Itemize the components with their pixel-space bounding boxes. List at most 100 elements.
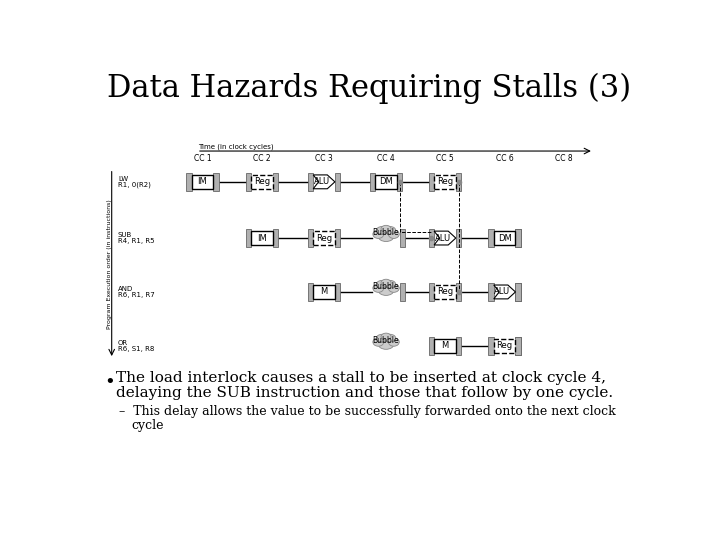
Bar <box>456 283 462 301</box>
Bar <box>273 173 279 191</box>
Text: Time (in clock cycles): Time (in clock cycles) <box>199 143 274 150</box>
Ellipse shape <box>378 339 394 349</box>
Ellipse shape <box>378 286 394 295</box>
Ellipse shape <box>388 284 399 292</box>
Bar <box>186 173 192 191</box>
Text: OR: OR <box>118 340 128 346</box>
Text: •: • <box>104 373 114 391</box>
Bar <box>488 283 494 301</box>
Bar <box>307 283 313 301</box>
Text: CC 5: CC 5 <box>436 154 454 163</box>
Bar <box>456 229 462 247</box>
Bar <box>428 229 434 247</box>
Bar <box>246 229 251 247</box>
Ellipse shape <box>377 280 388 288</box>
Bar <box>370 173 375 191</box>
Text: R4, R1, R5: R4, R1, R5 <box>118 238 154 244</box>
Text: IM: IM <box>257 233 267 242</box>
Text: CC 2: CC 2 <box>253 154 271 163</box>
Text: ALU: ALU <box>435 233 451 242</box>
Bar <box>456 173 462 191</box>
Ellipse shape <box>381 279 391 286</box>
Text: LW: LW <box>118 176 128 182</box>
Bar <box>251 175 273 189</box>
Ellipse shape <box>381 225 391 232</box>
Bar <box>434 175 456 189</box>
Text: CC 1: CC 1 <box>194 154 211 163</box>
Text: Bubble: Bubble <box>373 336 400 345</box>
Bar <box>335 283 341 301</box>
Bar <box>313 285 335 299</box>
Text: Data Hazards Requiring Stalls (3): Data Hazards Requiring Stalls (3) <box>107 72 631 104</box>
Bar <box>488 336 494 355</box>
Bar <box>313 231 335 245</box>
Text: Reg: Reg <box>497 341 513 350</box>
Text: M: M <box>320 287 328 296</box>
Bar <box>428 173 434 191</box>
Polygon shape <box>313 175 335 189</box>
Bar <box>516 283 521 301</box>
Text: Program Execution order (in instructions): Program Execution order (in instructions… <box>107 199 112 329</box>
Text: The load interlock causes a stall to be inserted at clock cycle 4,: The load interlock causes a stall to be … <box>117 372 606 385</box>
Bar <box>494 231 516 245</box>
Bar <box>428 283 434 301</box>
Bar <box>456 336 462 355</box>
Bar <box>494 339 516 353</box>
Text: M: M <box>441 341 449 350</box>
Bar <box>400 229 405 247</box>
Ellipse shape <box>377 334 388 342</box>
Text: CC 8: CC 8 <box>556 154 573 163</box>
Text: Bubble: Bubble <box>373 282 400 291</box>
Bar <box>192 175 213 189</box>
Text: ALU: ALU <box>495 287 510 296</box>
Bar <box>307 229 313 247</box>
Text: CC 3: CC 3 <box>315 154 333 163</box>
Ellipse shape <box>378 232 394 241</box>
Text: Reg: Reg <box>437 177 453 186</box>
Bar <box>428 336 434 355</box>
Bar <box>516 229 521 247</box>
Text: –  This delay allows the value to be successfully forwarded onto the next clock: – This delay allows the value to be succ… <box>120 405 616 418</box>
Text: DM: DM <box>498 233 511 242</box>
Text: Reg: Reg <box>437 287 453 296</box>
Bar <box>434 339 456 353</box>
Ellipse shape <box>381 333 391 340</box>
Bar <box>488 229 494 247</box>
Text: CC 6: CC 6 <box>496 154 513 163</box>
Text: IM: IM <box>197 177 207 186</box>
Ellipse shape <box>373 284 384 292</box>
Polygon shape <box>494 285 516 299</box>
Bar <box>213 173 219 191</box>
Ellipse shape <box>384 280 396 288</box>
Bar <box>516 229 521 247</box>
Text: R1, 0(R2): R1, 0(R2) <box>118 181 150 188</box>
Bar <box>307 173 313 191</box>
Text: AND: AND <box>118 286 133 292</box>
Bar <box>251 231 273 245</box>
Ellipse shape <box>377 226 388 234</box>
Bar <box>335 173 341 191</box>
Text: R6, S1, R8: R6, S1, R8 <box>118 346 154 352</box>
Text: CC 4: CC 4 <box>377 154 395 163</box>
Bar <box>335 229 341 247</box>
Text: R6, R1, R7: R6, R1, R7 <box>118 292 155 298</box>
Ellipse shape <box>384 334 396 342</box>
Bar <box>400 283 405 301</box>
Bar <box>375 175 397 189</box>
Ellipse shape <box>388 338 399 346</box>
Bar <box>246 173 251 191</box>
Text: DM: DM <box>379 177 393 186</box>
Bar <box>273 229 279 247</box>
Bar <box>516 336 521 355</box>
Text: SUB: SUB <box>118 232 132 238</box>
Ellipse shape <box>384 226 396 234</box>
Bar <box>397 173 402 191</box>
Text: Reg: Reg <box>254 177 270 186</box>
Text: cycle: cycle <box>132 419 164 432</box>
Text: delaying the SUB instruction and those that follow by one cycle.: delaying the SUB instruction and those t… <box>117 386 613 400</box>
Ellipse shape <box>388 230 399 239</box>
Bar <box>516 336 521 355</box>
Text: ALU: ALU <box>314 177 330 186</box>
Polygon shape <box>434 231 456 245</box>
Ellipse shape <box>373 338 384 346</box>
